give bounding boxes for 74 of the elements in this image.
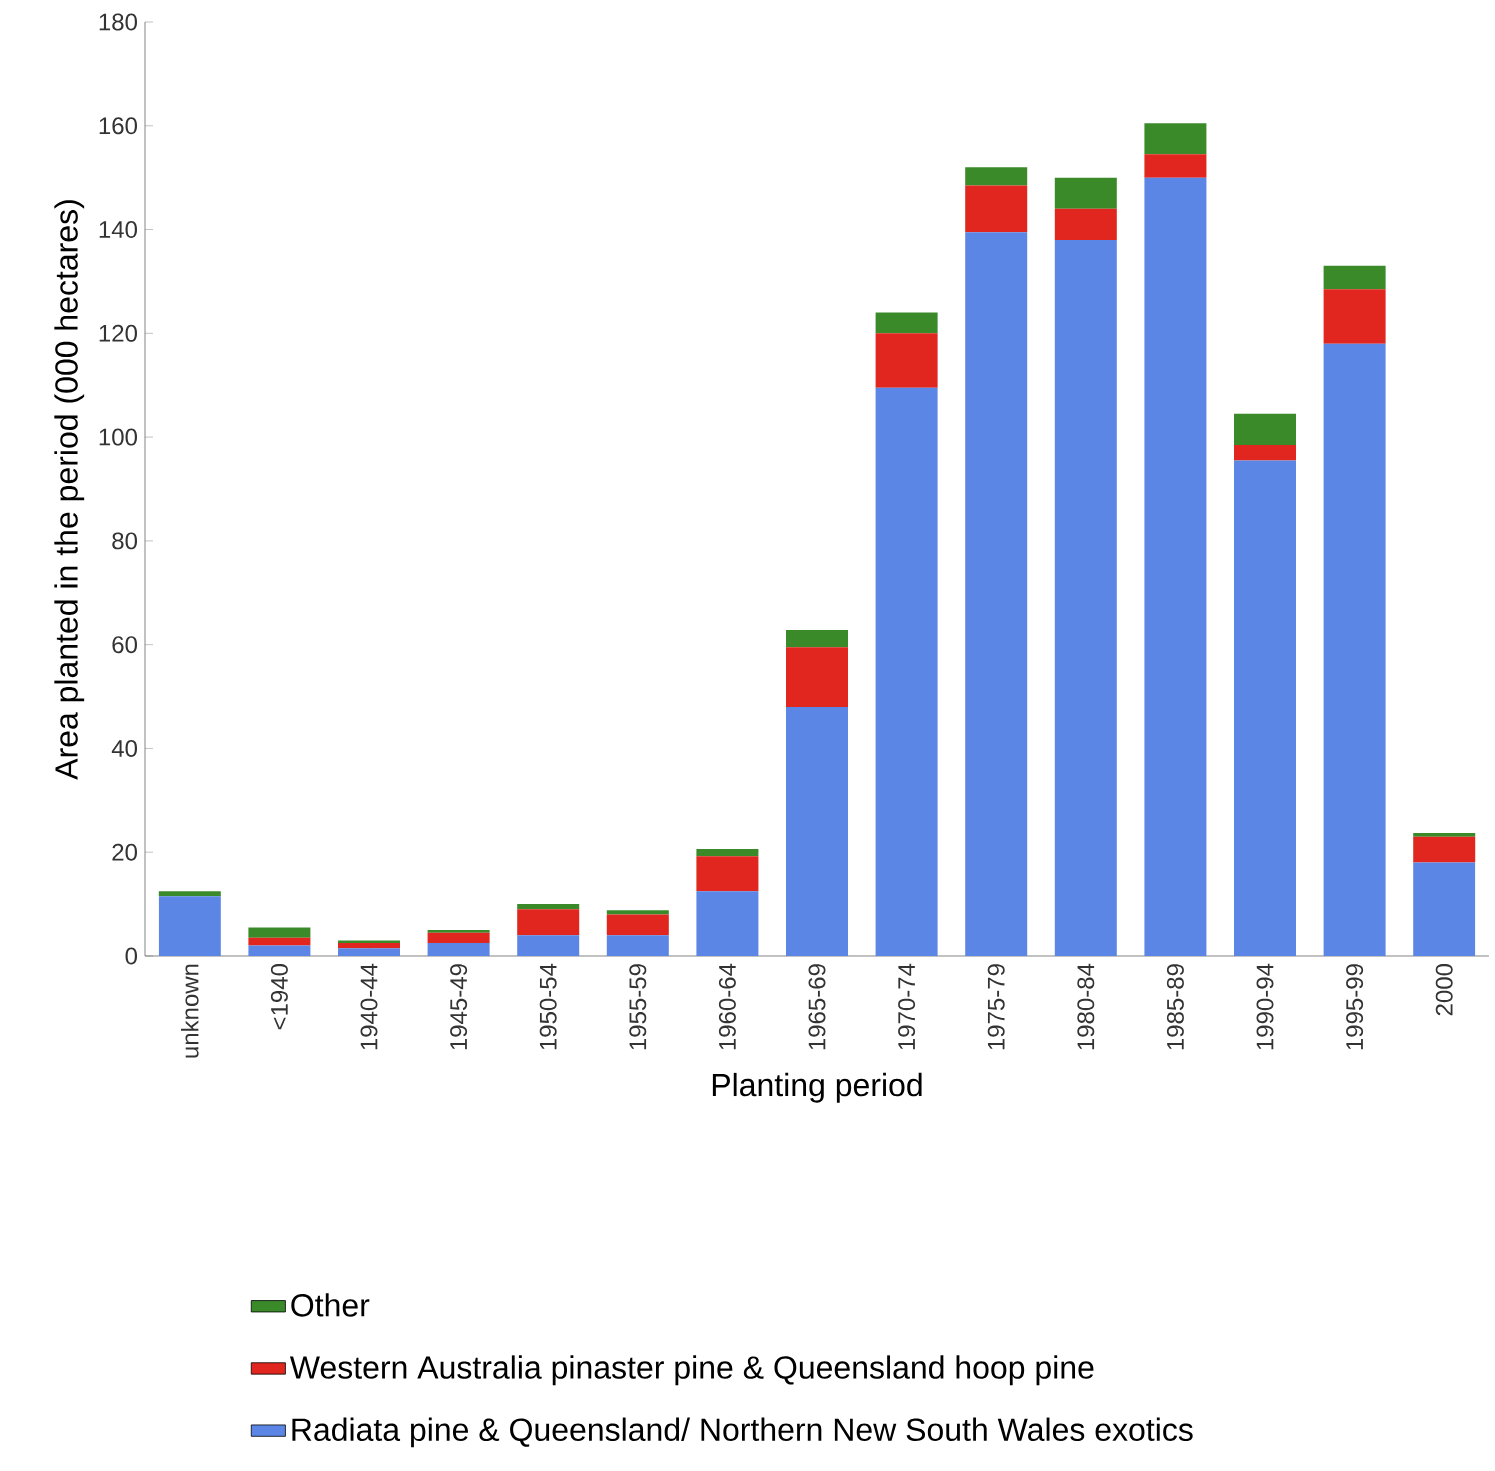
bar bbox=[517, 904, 580, 910]
x-tick-label: 1950-54 bbox=[539, 963, 557, 1050]
bar bbox=[606, 914, 669, 936]
x-axis-title: Planting period bbox=[712, 1072, 922, 1103]
bar bbox=[875, 333, 938, 388]
x-tick-label: <1940 bbox=[270, 963, 288, 1030]
bar bbox=[1413, 836, 1476, 863]
bar bbox=[875, 387, 938, 956]
x-tick-label: 1965-69 bbox=[808, 964, 826, 1050]
x-tick-label: 1970-74 bbox=[898, 963, 916, 1050]
bar bbox=[248, 937, 311, 946]
bar bbox=[965, 232, 1028, 956]
bar bbox=[427, 930, 490, 933]
bar bbox=[1234, 413, 1297, 445]
legend-label: Radiata pine & Queensland/ Northern New South Wales exotics bbox=[292, 1417, 1193, 1448]
bar bbox=[875, 312, 938, 334]
bar bbox=[427, 943, 490, 956]
y-tick-label: 180 bbox=[99, 13, 137, 31]
bar bbox=[1323, 343, 1386, 956]
x-tick-label: 1990-94 bbox=[1256, 963, 1274, 1050]
y-tick-label: 40 bbox=[111, 739, 138, 757]
bar bbox=[248, 945, 311, 956]
bar bbox=[517, 909, 580, 936]
bar bbox=[517, 935, 580, 956]
bar bbox=[158, 891, 221, 897]
y-axis-title: Area planted in the period (000 hectares) bbox=[54, 200, 85, 780]
x-tick-label: unknown bbox=[181, 964, 199, 1058]
bar bbox=[1413, 862, 1476, 956]
bar bbox=[1234, 444, 1297, 461]
bar bbox=[1144, 177, 1207, 956]
bar bbox=[696, 856, 759, 892]
bar bbox=[427, 932, 490, 944]
bar bbox=[606, 935, 669, 956]
x-tick-label: 1960-64 bbox=[718, 963, 736, 1050]
bar bbox=[1054, 177, 1117, 209]
y-tick-label: 140 bbox=[99, 221, 137, 239]
bar bbox=[338, 948, 400, 956]
legend-label: Western Australia pinaster pine & Queensland hoop pine bbox=[289, 1355, 1094, 1386]
x-tick-label: 1980-84 bbox=[1077, 963, 1095, 1050]
y-tick-label: 120 bbox=[99, 324, 137, 342]
y-tick-label: 60 bbox=[112, 636, 138, 654]
bar bbox=[606, 910, 669, 915]
bar bbox=[158, 896, 221, 956]
bar bbox=[696, 891, 759, 956]
bar bbox=[338, 940, 400, 944]
bar bbox=[965, 167, 1028, 186]
bar bbox=[1323, 265, 1386, 290]
legend-label: Other bbox=[291, 1293, 370, 1317]
bar bbox=[965, 185, 1028, 233]
bar bbox=[1323, 289, 1386, 344]
bar bbox=[696, 849, 759, 857]
x-tick-label: 1975-79 bbox=[987, 964, 1005, 1050]
x-tick-label: 1940-44 bbox=[360, 963, 378, 1050]
x-tick-label: 1985-89 bbox=[1166, 964, 1184, 1050]
bar bbox=[1054, 239, 1117, 956]
y-tick-label: 100 bbox=[99, 428, 137, 446]
x-tick-label: 1995-99 bbox=[1346, 964, 1364, 1050]
x-tick-label: 1955-59 bbox=[629, 964, 647, 1050]
bar bbox=[1054, 208, 1117, 240]
bar bbox=[1144, 154, 1207, 178]
y-tick-label: 80 bbox=[112, 532, 138, 550]
x-tick-label: 2000 bbox=[1435, 963, 1453, 1016]
bar bbox=[786, 630, 849, 648]
y-tick-label: 160 bbox=[99, 117, 137, 135]
bar bbox=[248, 927, 311, 938]
bar bbox=[1144, 123, 1207, 155]
y-tick-label: 20 bbox=[112, 843, 138, 861]
bar bbox=[786, 647, 849, 707]
bar bbox=[1234, 460, 1297, 956]
bar bbox=[1413, 833, 1476, 837]
bar bbox=[786, 706, 849, 956]
y-tick-label: 0 bbox=[125, 947, 138, 965]
bar bbox=[338, 943, 400, 949]
x-tick-label: 1945-49 bbox=[450, 964, 468, 1050]
